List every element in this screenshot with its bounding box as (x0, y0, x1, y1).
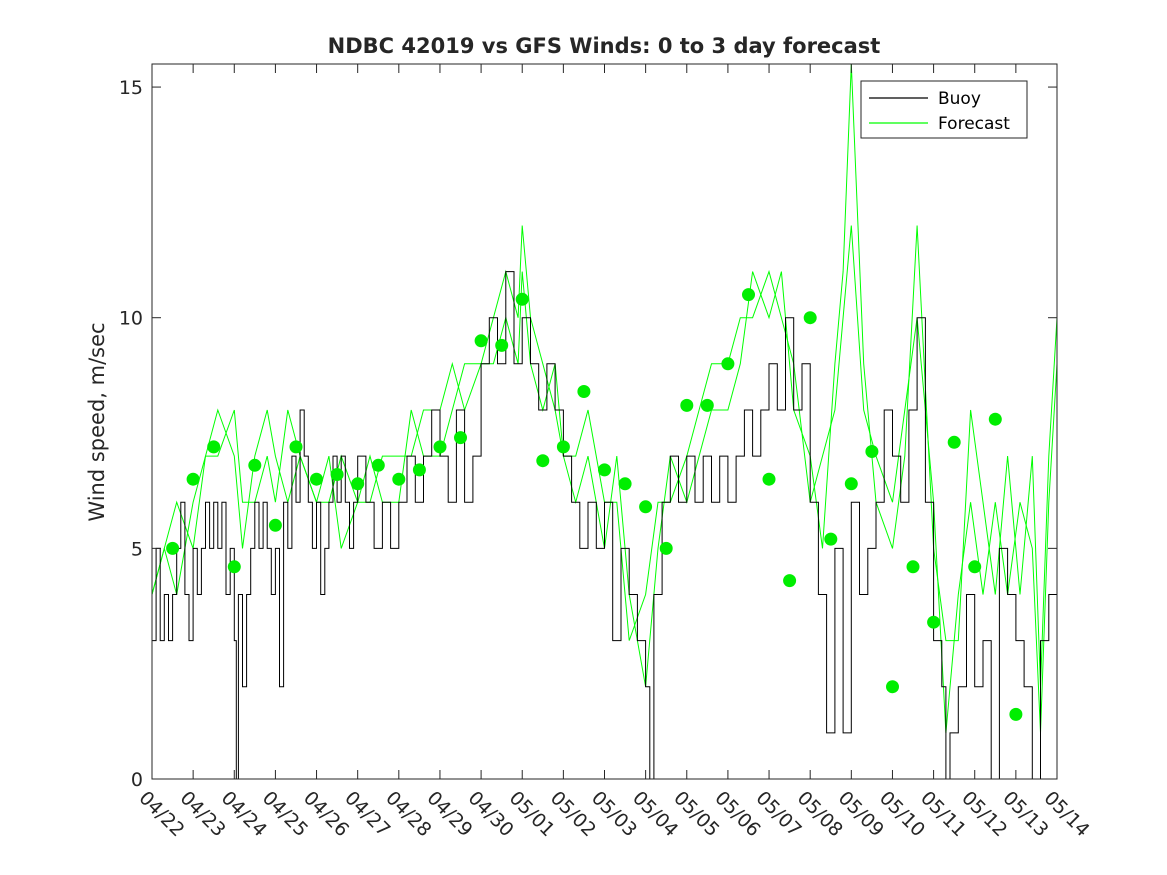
forecast-marker-39 (968, 560, 982, 574)
forecast-marker-34 (865, 445, 879, 458)
legend-label-1: Forecast (938, 114, 1010, 134)
buoy-series-line (152, 271, 1057, 779)
forecast-marker-0 (166, 541, 180, 555)
forecast-marker-23 (639, 500, 653, 514)
forecast-marker-27 (721, 357, 735, 371)
forecast-marker-6 (289, 440, 303, 454)
forecast-marker-12 (412, 463, 426, 477)
legend-label-0: Buoy (938, 89, 981, 109)
forecast-marker-22 (618, 477, 632, 491)
y-axis-label: Wind speed, m/sec (85, 322, 109, 521)
forecast-marker-18 (536, 454, 550, 468)
y-tick-label-3: 15 (119, 77, 143, 99)
forecast-marker-15 (474, 334, 488, 348)
forecast-marker-35 (886, 680, 899, 694)
y-tick-label-0: 0 (131, 769, 143, 791)
plot-area: 04/2204/2304/2404/2504/2604/2704/2804/29… (119, 63, 1094, 841)
forecast-marker-21 (598, 463, 611, 477)
y-tick-label-2: 10 (119, 308, 143, 330)
forecast-marker-8 (330, 468, 344, 481)
forecast-marker-38 (947, 435, 961, 449)
forecast-marker-28 (742, 288, 755, 302)
forecast-marker-10 (371, 458, 385, 472)
plot-background (152, 64, 1057, 779)
forecast-marker-13 (433, 440, 447, 454)
forecast-marker-7 (310, 472, 323, 486)
chart-title: NDBC 42019 vs GFS Winds: 0 to 3 day fore… (328, 34, 881, 58)
forecast-marker-3 (227, 560, 241, 574)
forecast-marker-36 (906, 560, 920, 574)
forecast-marker-14 (454, 431, 467, 445)
forecast-marker-24 (659, 541, 673, 555)
forecast-marker-41 (1009, 707, 1023, 721)
data-layer (152, 64, 1057, 779)
y-tick-label-1: 5 (131, 538, 143, 560)
forecast-marker-20 (577, 385, 591, 398)
legend-box (860, 80, 1028, 139)
forecast-marker-11 (392, 472, 406, 486)
forecast-marker-25 (680, 398, 694, 412)
forecast-marker-30 (783, 574, 797, 588)
forecast-marker-19 (556, 440, 570, 454)
forecast-marker-31 (803, 311, 817, 325)
forecast-marker-4 (248, 458, 262, 472)
forecast-marker-16 (495, 338, 509, 352)
forecast-marker-33 (844, 477, 858, 491)
forecast-marker-5 (268, 518, 282, 532)
forecast-marker-9 (351, 477, 365, 491)
legend: Buoy Forecast (860, 80, 1028, 139)
forecast-marker-26 (700, 398, 714, 412)
forecast-marker-17 (515, 292, 529, 306)
forecast-marker-37 (927, 615, 941, 629)
forecast-marker-32 (824, 532, 838, 546)
forecast-marker-29 (762, 472, 776, 486)
forecast-marker-1 (186, 472, 200, 486)
forecast-marker-40 (988, 412, 1002, 426)
forecast-marker-2 (207, 440, 221, 454)
